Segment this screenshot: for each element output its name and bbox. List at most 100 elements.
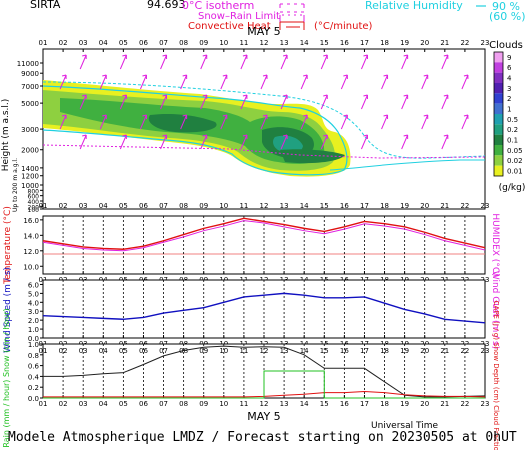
clouds-y-tick-label: 1200 xyxy=(21,173,39,181)
wind-arrow xyxy=(441,134,449,150)
rain-y-tick-label: 0.0 xyxy=(28,395,39,403)
clouds-x-tick-label: 15 xyxy=(320,39,329,47)
wind-arrowhead xyxy=(363,54,368,59)
hour-label-top: 02 xyxy=(59,202,68,210)
clouds-y-tick-label: 200 xyxy=(28,204,40,211)
wind-arrow xyxy=(280,134,288,150)
hour-label-top: 08 xyxy=(179,347,188,355)
clouds-x-tick-label: 20 xyxy=(420,39,429,47)
wind-arrowhead xyxy=(162,94,168,99)
rain-series-line xyxy=(43,370,485,399)
clouds-x-tick-label: 13 xyxy=(280,39,289,47)
wind-arrow xyxy=(240,134,248,150)
wind-arrow xyxy=(360,54,368,70)
colorbar-swatch xyxy=(494,114,503,125)
wind-arrowhead xyxy=(61,114,67,119)
wind-arrow xyxy=(240,94,248,110)
header-coords: 94.693 xyxy=(147,0,186,11)
temperature-y-label: Temperature (°C) xyxy=(3,206,13,285)
rain-x-tick-label: 13 xyxy=(280,400,289,408)
wind-y-tick-label: 6.0 xyxy=(28,281,39,289)
wind-arrow xyxy=(200,134,208,150)
hour-label-top: 12 xyxy=(260,202,269,210)
rain-y-tick-label: 0.4 xyxy=(28,373,40,381)
hour-label-top: 23 xyxy=(481,202,490,210)
wind-arrow xyxy=(119,94,127,110)
hour-label-top: 20 xyxy=(420,347,429,355)
isotherm-0-line xyxy=(43,144,485,159)
wind-arrow xyxy=(360,134,368,150)
hour-label-top: 12 xyxy=(260,347,269,355)
rh-90-contour xyxy=(43,85,348,176)
clouds-x-tick-label: 22 xyxy=(460,39,469,47)
legend-convective-swatch xyxy=(279,21,305,30)
wind-arrowhead xyxy=(182,74,188,79)
wind-arrow xyxy=(79,94,87,110)
wind-arrow xyxy=(340,74,348,90)
rain-x-tick-label: 17 xyxy=(360,400,369,408)
hour-label-top: 10 xyxy=(219,202,228,210)
wind-arrow xyxy=(160,54,168,70)
colorbar-label: 0.02 xyxy=(507,157,523,165)
clouds-x-tick-label: 12 xyxy=(260,39,269,47)
wind-arrow xyxy=(59,74,67,90)
clouds-x-tick-label: 14 xyxy=(300,39,309,47)
hour-label-top: 18 xyxy=(380,202,389,210)
hour-label-top: 15 xyxy=(320,202,329,210)
rain-y-tick-label: 1.0 xyxy=(28,341,39,349)
temperature-series-line xyxy=(42,220,486,252)
wind-arrowhead xyxy=(323,54,328,59)
time-axis-label: Universal Time xyxy=(371,421,438,431)
wind-arrow xyxy=(139,74,147,90)
hour-label-top: 21 xyxy=(440,202,449,210)
wind-arrowhead xyxy=(282,54,288,59)
wind-series-line xyxy=(42,292,486,324)
colorbar-swatch xyxy=(494,134,503,145)
footer-caption: Modele Atmospherique LMDZ / Forecast sta… xyxy=(8,430,517,445)
wind-arrowhead xyxy=(202,94,208,99)
rain-y-tick-label: 0.2 xyxy=(28,384,39,392)
colorbar-swatch xyxy=(494,72,503,83)
wind-arrowhead xyxy=(102,114,107,119)
wind-arrow xyxy=(340,114,348,130)
hour-label-top: 18 xyxy=(380,347,389,355)
colorbar-label: 0.5 xyxy=(507,116,518,124)
wind-arrow xyxy=(79,134,87,150)
colorbar-label: 1 xyxy=(507,105,511,113)
rain-x-tick-label: 02 xyxy=(59,400,68,408)
hour-label-top: 17 xyxy=(360,347,369,355)
rain-series-line xyxy=(43,345,486,398)
clouds-x-tick-label: 17 xyxy=(360,39,369,47)
wind-arrow xyxy=(360,94,368,110)
wind-arrowhead xyxy=(222,74,228,79)
colorbar-label: 4 xyxy=(507,74,512,82)
wind-arrowhead xyxy=(202,54,208,59)
wind-arrowhead xyxy=(443,54,449,59)
clouds-y-label: Height (m a.s.l.) xyxy=(1,99,11,172)
rain-x-tick-label: 23 xyxy=(481,400,490,408)
clouds-y-tick-label: 400 xyxy=(28,199,40,206)
temperature-y-tick-label: 10.0 xyxy=(23,263,39,271)
hour-label-top: 04 xyxy=(99,347,108,355)
hour-label-top: 07 xyxy=(159,347,168,355)
wind-arrow xyxy=(381,114,389,130)
wind-y-tick-label: 4.0 xyxy=(28,299,39,307)
hour-label-top: 16 xyxy=(340,202,349,210)
clouds-y-tick-label: 600 xyxy=(28,194,40,201)
clouds-x-tick-label: 18 xyxy=(380,39,389,47)
clouds-x-tick-label: 08 xyxy=(179,39,188,47)
rain-x-tick-label: 10 xyxy=(219,400,228,408)
clouds-x-tick-label: 09 xyxy=(199,39,208,47)
colorbar-swatch xyxy=(494,103,503,114)
wind-y-label: Wind Speed (m / s) xyxy=(3,267,13,353)
rh-low-contour xyxy=(329,159,485,171)
rain-x-tick-label: 11 xyxy=(239,400,248,408)
wind-arrowhead xyxy=(162,134,168,139)
wind-arrow xyxy=(59,114,67,130)
wind-y-tick-label: 0.0 xyxy=(28,335,39,343)
wind-arrow xyxy=(180,74,188,90)
wind-arrowhead xyxy=(443,94,449,99)
wind-arrow xyxy=(99,114,107,130)
hour-label-top: 19 xyxy=(400,202,409,210)
